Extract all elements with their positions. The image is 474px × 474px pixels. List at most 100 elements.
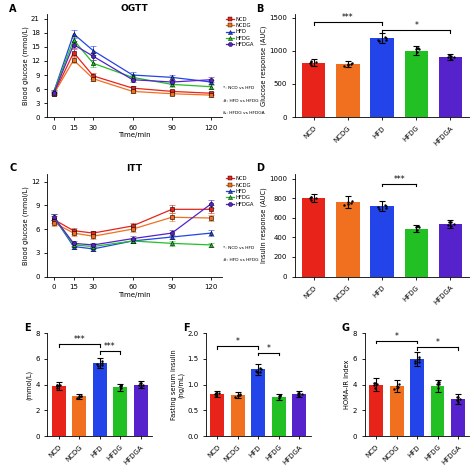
Point xyxy=(382,201,389,209)
Point xyxy=(450,220,458,228)
Point xyxy=(307,59,314,66)
Point xyxy=(382,34,390,42)
Point xyxy=(73,394,81,401)
Text: B: B xyxy=(256,4,264,14)
Point xyxy=(445,54,452,61)
Point xyxy=(212,389,219,397)
Point xyxy=(75,392,83,400)
Point xyxy=(54,381,61,389)
Point xyxy=(344,60,352,68)
Point xyxy=(435,379,442,386)
Point xyxy=(374,380,381,387)
Y-axis label: Fasting serum insulin
(ng/mL): Fasting serum insulin (ng/mL) xyxy=(171,349,184,420)
Bar xyxy=(439,224,462,277)
Point xyxy=(98,359,106,366)
Point xyxy=(375,37,383,45)
Point xyxy=(98,357,105,365)
Point xyxy=(453,396,460,404)
Point xyxy=(371,384,378,392)
Point xyxy=(236,392,243,399)
Point xyxy=(312,58,319,66)
Point xyxy=(450,53,458,61)
Point xyxy=(211,390,219,398)
Point xyxy=(308,58,315,65)
Point xyxy=(414,223,422,230)
Point xyxy=(456,395,464,402)
Point xyxy=(307,194,314,202)
Point xyxy=(382,33,389,40)
Point xyxy=(53,381,61,389)
Point xyxy=(276,392,284,400)
Bar xyxy=(410,359,424,436)
Point xyxy=(275,392,283,400)
Point xyxy=(370,381,378,388)
Point xyxy=(382,202,390,210)
Point xyxy=(413,48,421,56)
Text: #: HFD vs HFDG: #: HFD vs HFDG xyxy=(223,258,259,262)
Legend: NCD, NCDG, HFD, HFDG, HFDGA: NCD, NCDG, HFD, HFDG, HFDGA xyxy=(226,176,254,207)
Point xyxy=(434,384,442,392)
Point xyxy=(256,368,264,375)
Text: ***: *** xyxy=(104,342,116,351)
Point xyxy=(415,223,422,231)
Point xyxy=(395,381,402,388)
Point xyxy=(78,392,85,400)
Bar xyxy=(451,399,465,436)
Point xyxy=(117,382,125,389)
X-axis label: Time/min: Time/min xyxy=(118,292,151,298)
Title: OGTT: OGTT xyxy=(121,4,148,13)
Text: *: * xyxy=(236,337,240,346)
Point xyxy=(308,61,315,69)
Point xyxy=(344,61,352,69)
Point xyxy=(296,389,303,397)
Point xyxy=(236,391,244,398)
Point xyxy=(382,204,389,212)
Y-axis label: Blood glucose (mmol/L): Blood glucose (mmol/L) xyxy=(23,186,29,264)
Point xyxy=(275,394,283,401)
Bar xyxy=(302,198,325,277)
Point xyxy=(393,383,401,390)
Point xyxy=(295,389,302,396)
Point xyxy=(256,364,264,371)
Bar xyxy=(52,386,65,436)
Y-axis label: Insulin response (AUC): Insulin response (AUC) xyxy=(260,187,266,263)
Bar xyxy=(371,206,394,277)
Legend: NCD, NCDG, HFD, HFDG, HFDGA: NCD, NCDG, HFD, HFDG, HFDGA xyxy=(226,17,254,47)
Point xyxy=(416,355,423,363)
Point xyxy=(298,390,305,398)
Point xyxy=(447,55,455,63)
Bar xyxy=(430,386,445,436)
Point xyxy=(445,52,453,59)
Point xyxy=(116,382,124,390)
Point xyxy=(340,62,348,70)
Point xyxy=(257,365,264,373)
Point xyxy=(253,369,260,376)
Point xyxy=(435,380,443,387)
Point xyxy=(374,204,382,211)
Point xyxy=(435,379,442,386)
Point xyxy=(347,199,355,207)
Point xyxy=(308,193,315,201)
Bar xyxy=(92,363,107,436)
Bar xyxy=(439,57,462,117)
Point xyxy=(393,384,401,392)
Point xyxy=(54,384,61,392)
Text: *: NCD vs HFD: *: NCD vs HFD xyxy=(223,246,255,250)
Bar xyxy=(302,63,325,117)
Point xyxy=(340,201,348,209)
Point xyxy=(136,382,143,389)
Point xyxy=(415,45,422,53)
Bar xyxy=(231,395,245,436)
Point xyxy=(294,391,302,398)
Point xyxy=(212,392,219,399)
Point xyxy=(215,390,222,397)
Bar xyxy=(390,386,403,436)
Text: A: A xyxy=(9,4,17,14)
Point xyxy=(453,393,461,401)
Text: D: D xyxy=(256,164,264,173)
Point xyxy=(411,357,419,365)
Text: #: HFD vs HFDG: #: HFD vs HFDG xyxy=(223,99,259,102)
Point xyxy=(136,379,144,387)
Bar xyxy=(113,387,127,436)
Point xyxy=(455,398,462,405)
